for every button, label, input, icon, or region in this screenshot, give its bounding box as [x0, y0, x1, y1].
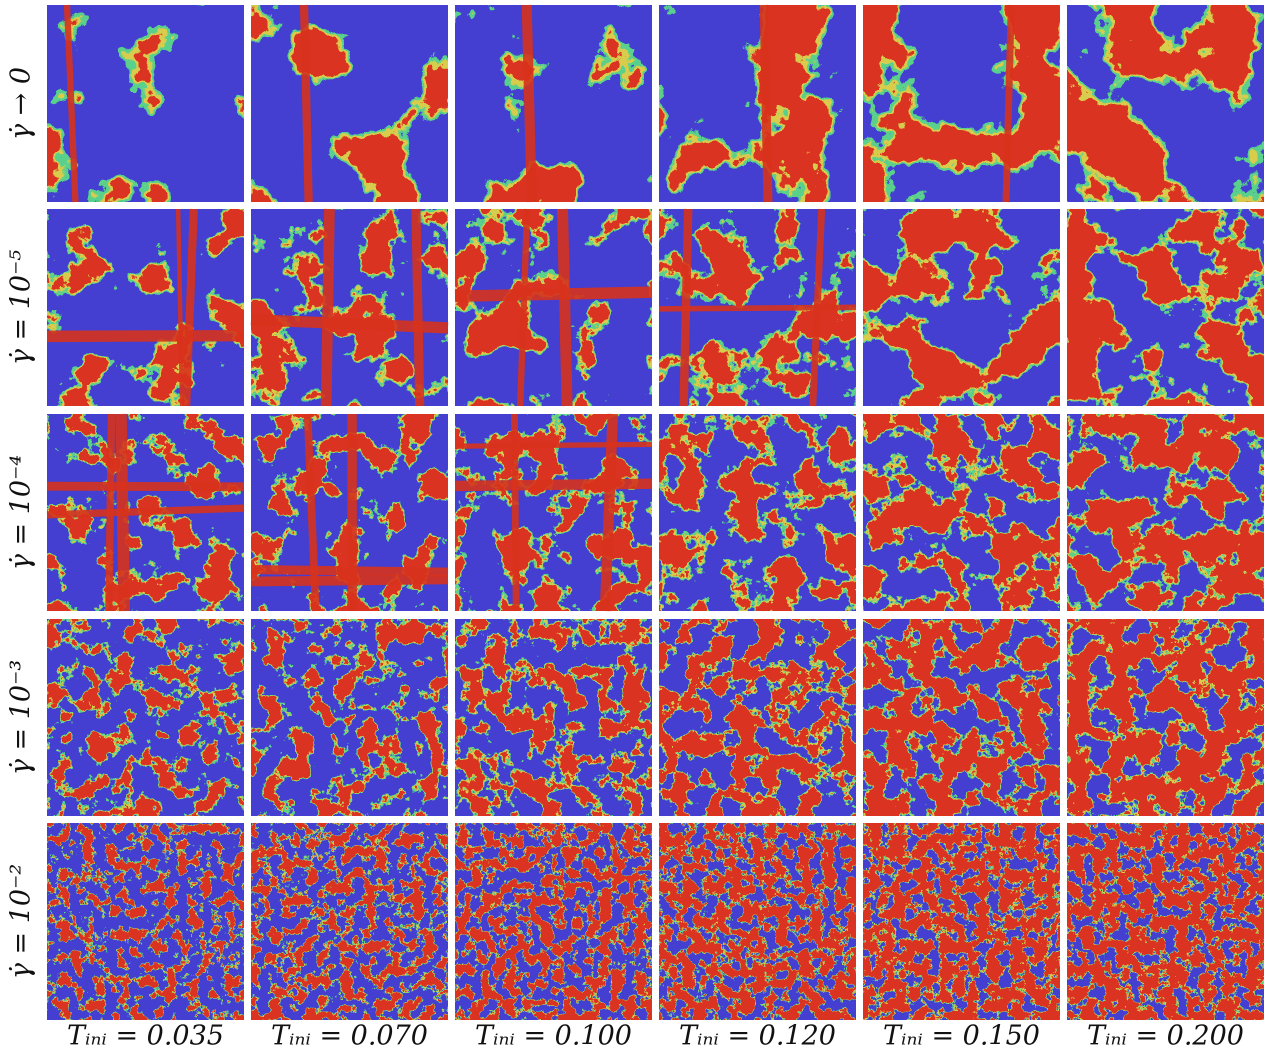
panel: [1067, 414, 1264, 611]
shear-band: [63, 4, 79, 203]
shear-band: [46, 481, 245, 492]
row-label: γ̇ → 0: [6, 67, 37, 140]
panel: [863, 619, 1060, 816]
panel-texture: [863, 619, 1060, 816]
panel: [250, 208, 449, 407]
panel: [251, 823, 448, 1020]
panel: [454, 413, 653, 612]
panel-texture: [1067, 209, 1264, 406]
panel-texture: [659, 619, 856, 816]
shear-band: [299, 4, 313, 203]
column-label: Tᵢₙᵢ = 0.100: [475, 1021, 632, 1052]
shear-band: [250, 314, 449, 334]
column-label: Tᵢₙᵢ = 0.120: [679, 1021, 836, 1052]
panel-texture: [863, 209, 1060, 406]
panel-texture: [863, 414, 1060, 611]
panel-texture: [863, 823, 1060, 1020]
panel: [47, 823, 244, 1020]
panel: [863, 823, 1060, 1020]
shear-band: [320, 208, 335, 407]
panel-texture: [455, 619, 652, 816]
shear-band: [454, 441, 653, 449]
shear-band: [46, 504, 245, 519]
panel: [659, 619, 856, 816]
shear-band: [454, 286, 653, 303]
shear-band: [182, 208, 198, 407]
panel-texture: [455, 209, 652, 406]
panel-texture: [659, 414, 856, 611]
panel: [454, 208, 653, 407]
panel: [863, 4, 1060, 203]
shear-band: [759, 4, 773, 203]
row-label: γ̇ = 10⁻²: [6, 864, 37, 979]
row-label: γ̇ = 10⁻⁵: [6, 250, 37, 366]
panel-texture: [659, 823, 856, 1020]
panel-texture: [47, 209, 244, 406]
shear-band: [175, 208, 185, 407]
panel: [46, 208, 245, 407]
panel-texture: [455, 5, 652, 202]
shear-band: [454, 478, 653, 492]
panel: [455, 4, 652, 203]
panel: [863, 414, 1060, 611]
panel: [658, 208, 857, 407]
panel-texture: [1067, 823, 1264, 1020]
panel: [659, 4, 856, 203]
panel: [659, 823, 856, 1020]
panel: [46, 413, 245, 612]
shear-band: [517, 208, 531, 407]
panel: [455, 823, 652, 1020]
shear-band: [809, 208, 826, 407]
shear-band: [46, 330, 245, 343]
panel-texture: [47, 619, 244, 816]
panel: [250, 413, 449, 612]
panel-texture: [47, 823, 244, 1020]
shear-band: [250, 574, 449, 587]
panel-texture: [455, 823, 652, 1020]
panel-texture: [251, 619, 448, 816]
panel: [1067, 619, 1264, 816]
panel-texture: [659, 5, 856, 202]
panel: [251, 4, 448, 203]
panel: [659, 414, 856, 611]
panel: [1067, 209, 1264, 406]
panel: [455, 619, 652, 816]
panel-texture: [863, 5, 1060, 202]
panel: [47, 4, 244, 203]
panel: [1067, 823, 1264, 1020]
panel: [251, 619, 448, 816]
panel-texture: [1067, 414, 1264, 611]
shear-band: [105, 413, 116, 612]
panel: [47, 619, 244, 816]
panel-texture: [47, 5, 244, 202]
panel: [1067, 5, 1264, 202]
shear-band: [521, 4, 537, 203]
shear-band: [556, 208, 573, 407]
shear-band: [411, 208, 425, 407]
shear-band: [658, 304, 857, 312]
row-label: γ̇ = 10⁻³: [6, 660, 37, 775]
row-label: γ̇ = 10⁻⁴: [6, 455, 37, 570]
panel-texture: [251, 823, 448, 1020]
column-label: Tᵢₙᵢ = 0.070: [271, 1021, 428, 1052]
shear-band: [1002, 4, 1015, 203]
panel: [863, 209, 1060, 406]
column-label: Tᵢₙᵢ = 0.035: [67, 1021, 224, 1052]
panel-texture: [1067, 5, 1264, 202]
panel-texture: [1067, 619, 1264, 816]
column-label: Tᵢₙᵢ = 0.200: [1087, 1021, 1244, 1052]
panel-texture: [251, 5, 448, 202]
column-label: Tᵢₙᵢ = 0.150: [883, 1021, 1040, 1052]
